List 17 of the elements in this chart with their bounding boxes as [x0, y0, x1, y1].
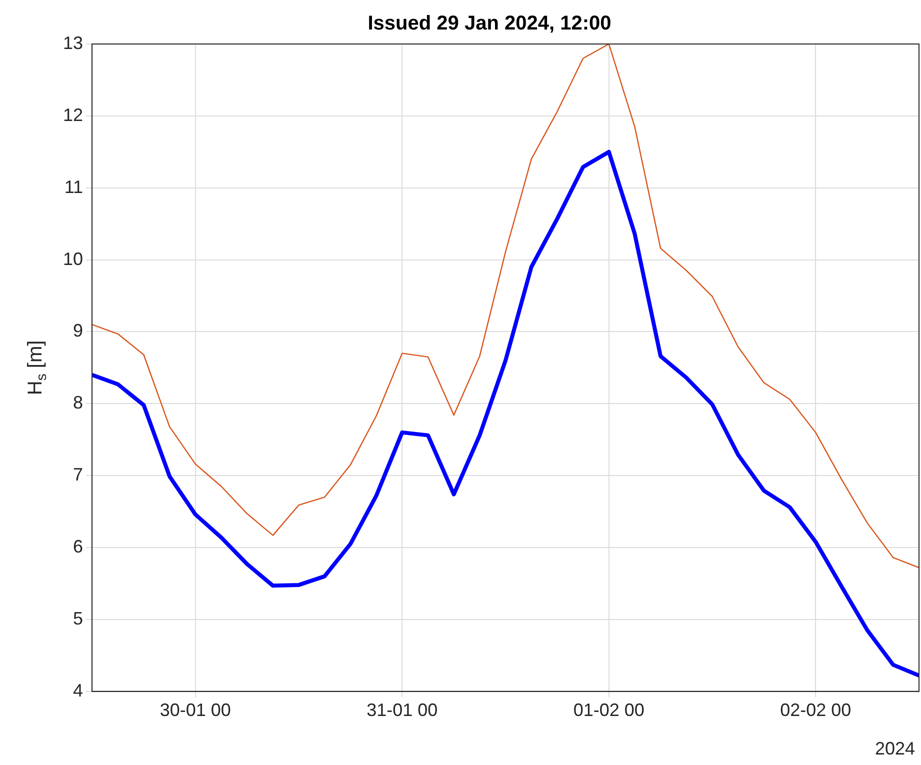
chart-title: Issued 29 Jan 2024, 12:00 — [368, 12, 612, 35]
text: 2024 — [874, 738, 915, 758]
y-tick-label: 12 — [62, 104, 84, 125]
y-tick-label: 7 — [73, 464, 84, 485]
x-tick-label: 30-01 00 — [160, 700, 231, 720]
y-tick-label: 11 — [64, 176, 84, 197]
y-tick-label: 4 — [73, 680, 84, 700]
x-tick-label: 31-01 00 — [366, 700, 438, 720]
x-tick-label: 01-02 00 — [573, 700, 644, 720]
y-tick-label: 13 — [62, 32, 84, 53]
y-tick-label: 5 — [73, 608, 84, 628]
x-tick-label: 02-02 00 — [780, 700, 852, 720]
y-tick-label: 10 — [62, 248, 84, 269]
y-tick-label: 6 — [73, 536, 84, 556]
y-tick-label: 9 — [73, 320, 84, 341]
y-tick-label: 8 — [73, 392, 84, 413]
y-axis-title: Hs [m] — [24, 340, 49, 396]
